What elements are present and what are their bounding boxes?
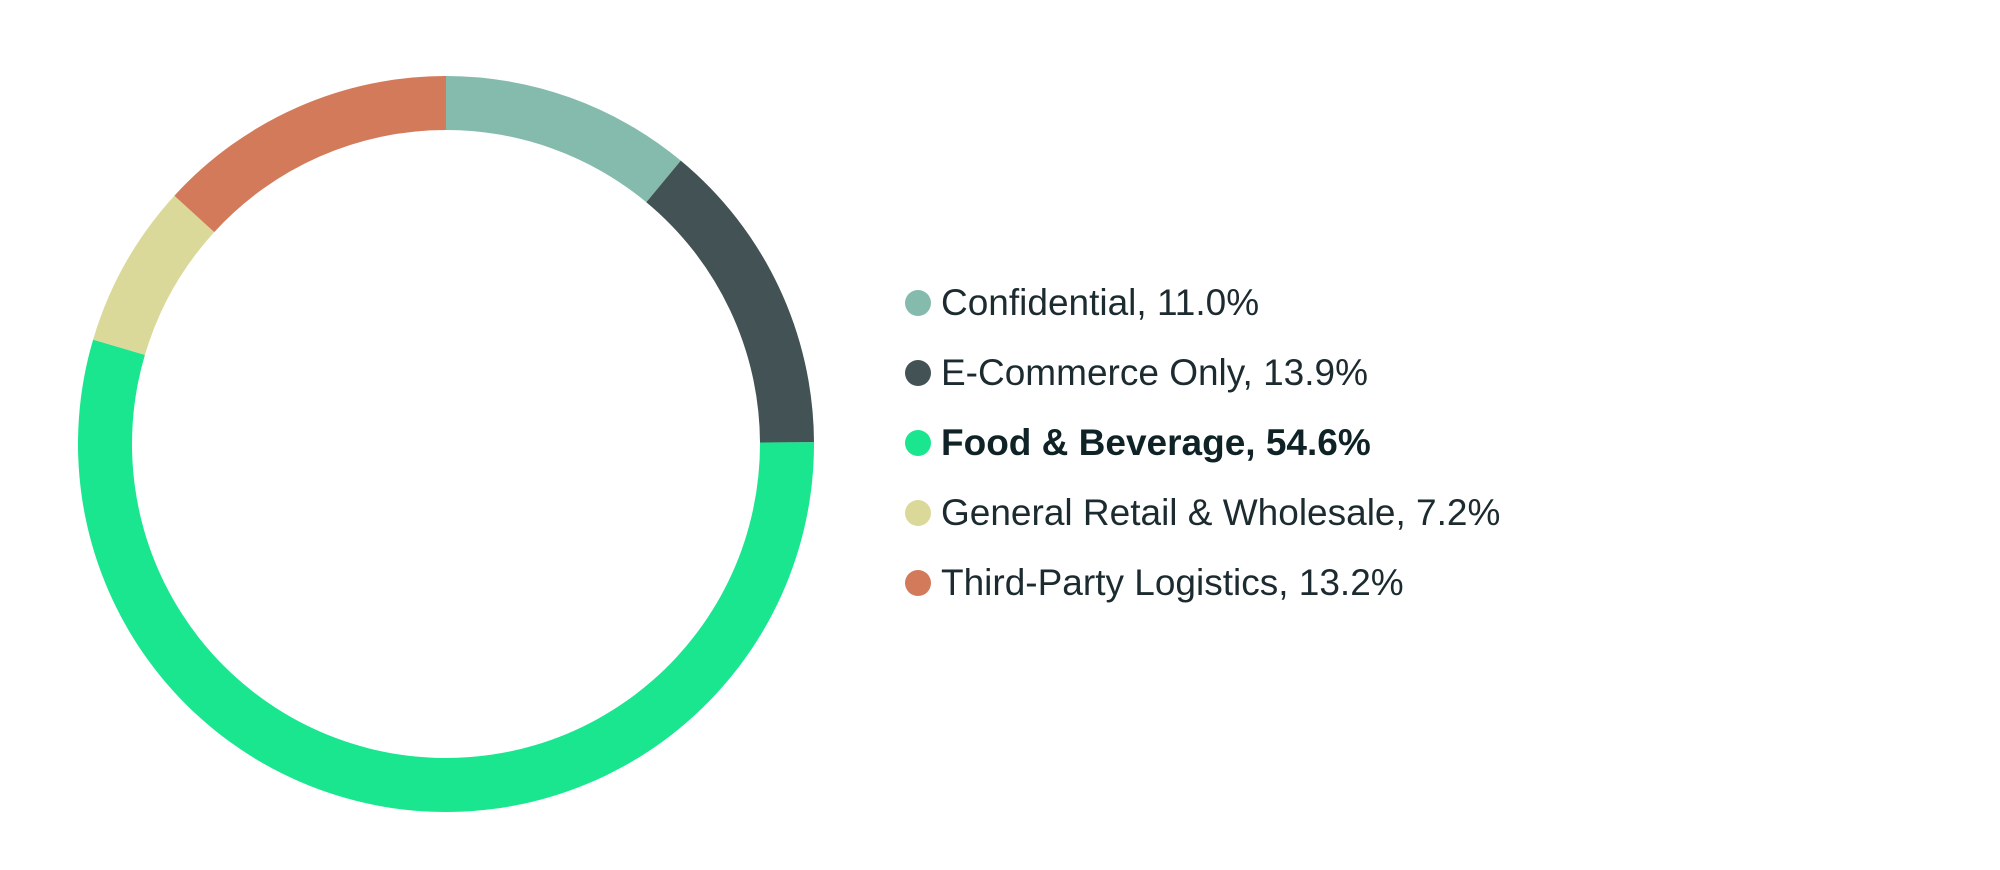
legend-item: Food & Beverage, 54.6%	[905, 408, 1500, 478]
legend-label: General Retail & Wholesale, 7.2%	[941, 492, 1501, 533]
legend-label: Confidential, 11.0%	[941, 282, 1260, 323]
legend-swatch	[905, 290, 931, 316]
donut-slice-e-commerce-only	[646, 160, 814, 443]
legend-swatch	[905, 430, 931, 456]
legend-label: Third-Party Logistics, 13.2%	[941, 562, 1404, 603]
legend-label: Food & Beverage, 54.6%	[941, 422, 1371, 463]
donut-slice-food-beverage	[78, 339, 815, 812]
legend-item: Confidential, 11.0%	[905, 268, 1500, 338]
donut-slice-general-retail-wholesale	[93, 195, 215, 355]
chart-legend: Confidential, 11.0% E-Commerce Only, 13.9…	[905, 268, 1500, 618]
legend-swatch	[905, 360, 931, 386]
legend-label: E-Commerce Only, 13.9%	[941, 352, 1368, 393]
legend-swatch	[905, 500, 931, 526]
legend-item: E-Commerce Only, 13.9%	[905, 338, 1500, 408]
legend-item: Third-Party Logistics, 13.2%	[905, 548, 1500, 618]
legend-swatch	[905, 570, 931, 596]
donut-slice-third-party-logistics	[174, 76, 446, 233]
donut-slice-confidential	[446, 76, 681, 203]
legend-item: General Retail & Wholesale, 7.2%	[905, 478, 1500, 548]
